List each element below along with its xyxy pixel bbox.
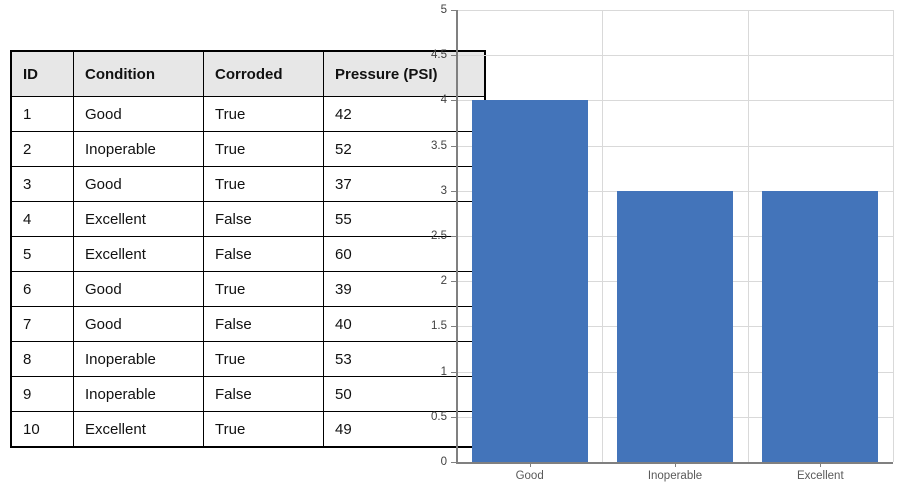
y-axis-tick xyxy=(451,281,456,283)
bar-inoperable xyxy=(616,190,734,462)
table-body: 1 Good True 42 2 Inoperable True 52 3 Good True 37 4… xyxy=(10,96,486,448)
y-tick-label: 3.5 xyxy=(431,139,447,152)
table-cell: False xyxy=(203,306,324,342)
table-cell: 42 xyxy=(323,96,486,132)
x-gridline xyxy=(602,10,604,462)
table-cell: True xyxy=(203,341,324,377)
table-row: 1 Good True 42 xyxy=(10,96,486,132)
y-tick-label: 2.5 xyxy=(431,230,447,242)
y-tick-label: 0 xyxy=(440,456,447,468)
x-category-label: Excellent xyxy=(796,470,844,482)
x-axis-tick xyxy=(675,462,676,467)
table-header: ID Condition Corroded Pressure (PSI) xyxy=(10,50,486,97)
bar-excellent xyxy=(762,190,879,462)
x-category-label: Good xyxy=(515,470,544,482)
table-cell: False xyxy=(203,376,324,412)
y-tick-label: 4.5 xyxy=(431,49,447,62)
table-cell: False xyxy=(203,201,324,237)
table-cell: Inoperable xyxy=(73,131,204,167)
x-axis-tick xyxy=(820,462,822,467)
y-gridline xyxy=(457,100,893,102)
y-tick-label: 1 xyxy=(440,365,447,378)
table-cell: Good xyxy=(73,271,204,307)
pipe-data-table: ID Condition Corroded Pressure (PSI) 1 Go… xyxy=(10,50,486,448)
table-cell: 10 xyxy=(10,411,74,448)
y-axis-line xyxy=(456,10,458,463)
x-category-label: Inoperable xyxy=(647,470,703,482)
table-cell: 60 xyxy=(323,236,486,272)
table-cell: Excellent xyxy=(73,236,204,272)
y-tick-label: 1.5 xyxy=(431,320,447,333)
column-header-pressure: Pressure (PSI) xyxy=(323,50,486,97)
y-axis-tick xyxy=(451,462,456,463)
x-axis-tick xyxy=(529,462,531,467)
y-axis-tick xyxy=(451,55,456,57)
table-row: 4 Excellent False 55 xyxy=(10,201,486,237)
y-gridline xyxy=(457,10,893,11)
table-row: 7 Good False 40 xyxy=(10,306,486,342)
y-axis-tick xyxy=(451,190,456,192)
y-tick-label: 5 xyxy=(440,4,447,16)
table-cell: 55 xyxy=(323,201,486,237)
table-cell: 50 xyxy=(323,376,486,412)
x-gridline xyxy=(747,10,749,462)
table-cell: True xyxy=(203,96,324,132)
table-cell: False xyxy=(203,236,324,272)
table-cell: True xyxy=(203,166,324,202)
table-cell: True xyxy=(203,411,324,448)
y-tick-label: 3 xyxy=(440,184,447,197)
table-row: 2 Inoperable True 52 xyxy=(10,131,486,167)
table-cell: Inoperable xyxy=(73,341,204,377)
table-cell: 52 xyxy=(323,131,486,167)
table-cell: Good xyxy=(73,96,204,132)
table-row: 10 Excellent True 49 xyxy=(10,411,486,448)
y-axis-tick xyxy=(451,145,456,147)
table-header-row: ID Condition Corroded Pressure (PSI) xyxy=(10,50,486,97)
y-tick-label: 4 xyxy=(440,94,447,107)
table-cell: True xyxy=(203,131,324,167)
y-gridline xyxy=(457,55,893,57)
x-gridline xyxy=(893,10,894,462)
table-cell: 9 xyxy=(10,376,74,412)
column-header-corroded: Corroded xyxy=(203,50,324,97)
table-cell: Excellent xyxy=(73,201,204,237)
y-axis-tick xyxy=(451,10,456,11)
y-axis-tick xyxy=(451,371,456,373)
x-axis-line xyxy=(456,462,893,464)
table-row: 9 Inoperable False 50 xyxy=(10,376,486,412)
table-cell: Inoperable xyxy=(73,376,204,412)
y-axis-tick xyxy=(451,100,456,102)
table-cell: 5 xyxy=(10,236,74,272)
y-axis-tick xyxy=(451,236,456,237)
y-axis-tick xyxy=(451,326,456,328)
bar-good xyxy=(471,100,588,462)
y-axis-tick xyxy=(451,416,456,418)
table-cell: Good xyxy=(73,306,204,342)
y-tick-label: 2 xyxy=(440,275,447,288)
table-row: 6 Good True 39 xyxy=(10,271,486,307)
table-row: 5 Excellent False 60 xyxy=(10,236,486,272)
y-tick-label: 0.5 xyxy=(431,410,447,423)
y-gridline xyxy=(457,145,893,147)
